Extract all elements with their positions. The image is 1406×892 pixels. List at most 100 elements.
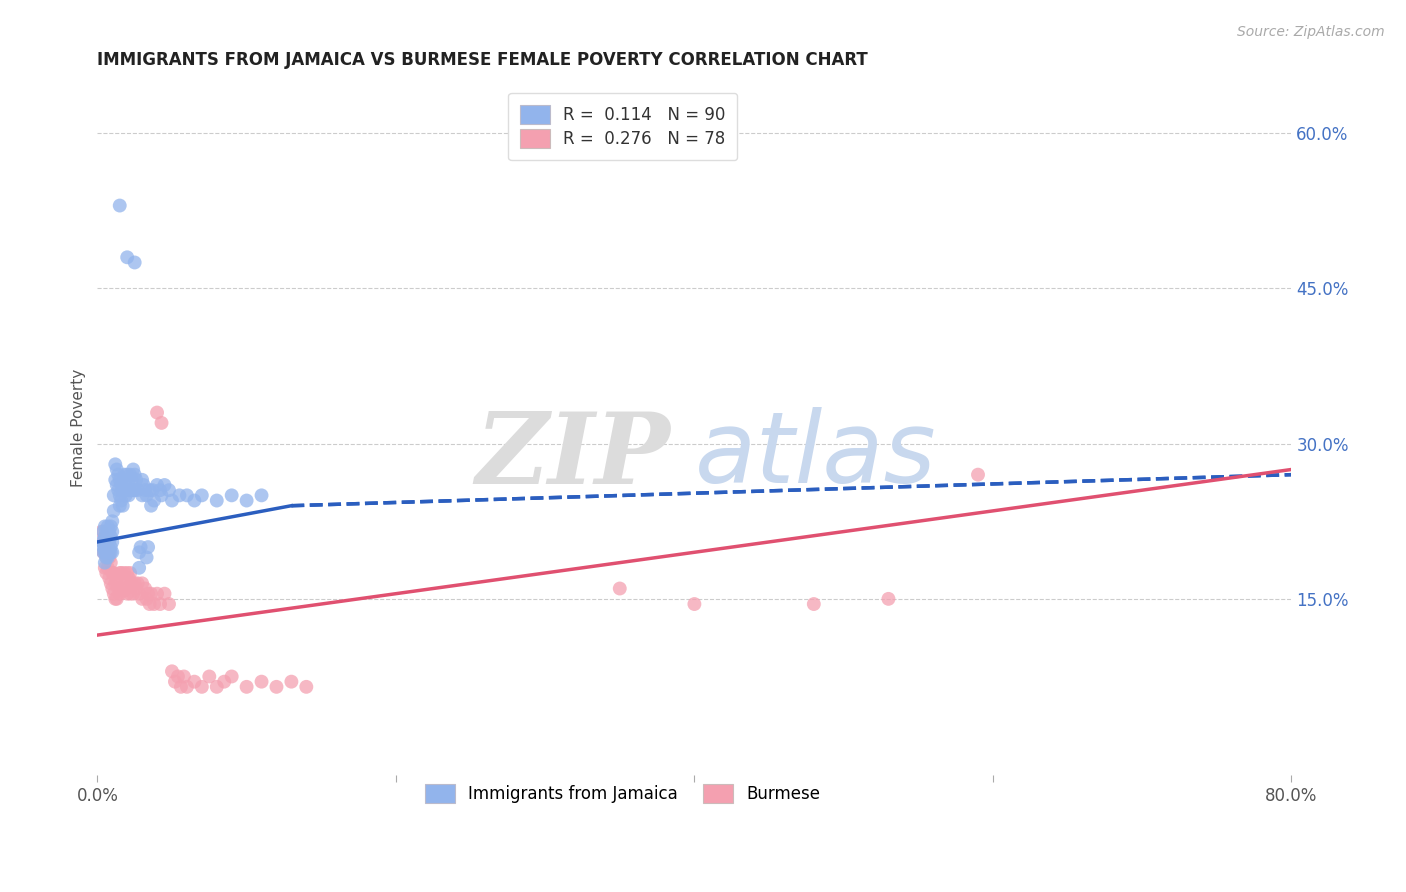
Legend: Immigrants from Jamaica, Burmese: Immigrants from Jamaica, Burmese bbox=[413, 772, 832, 815]
Point bbox=[967, 467, 990, 482]
Point bbox=[114, 576, 136, 591]
Point bbox=[157, 597, 180, 611]
Point bbox=[139, 587, 162, 601]
Point bbox=[91, 535, 114, 549]
Point bbox=[139, 499, 162, 513]
Point bbox=[91, 524, 114, 539]
Point bbox=[107, 467, 129, 482]
Point bbox=[235, 493, 257, 508]
Point bbox=[118, 571, 141, 585]
Point bbox=[103, 587, 125, 601]
Point bbox=[135, 488, 157, 502]
Point bbox=[105, 478, 128, 492]
Point bbox=[101, 524, 124, 539]
Point bbox=[191, 680, 214, 694]
Point bbox=[118, 488, 141, 502]
Point bbox=[250, 674, 273, 689]
Point bbox=[143, 597, 166, 611]
Point bbox=[96, 566, 118, 580]
Point bbox=[176, 488, 198, 502]
Point bbox=[115, 483, 138, 498]
Point bbox=[146, 587, 169, 601]
Point bbox=[97, 545, 120, 559]
Point bbox=[94, 561, 117, 575]
Point bbox=[97, 540, 120, 554]
Point bbox=[104, 576, 127, 591]
Point bbox=[111, 499, 134, 513]
Point bbox=[120, 483, 142, 498]
Point bbox=[108, 198, 131, 212]
Point bbox=[121, 576, 143, 591]
Point bbox=[160, 493, 183, 508]
Point bbox=[112, 467, 135, 482]
Point bbox=[101, 545, 124, 559]
Point bbox=[90, 524, 112, 539]
Point bbox=[96, 535, 118, 549]
Point bbox=[131, 488, 153, 502]
Point bbox=[138, 483, 160, 498]
Point bbox=[129, 540, 152, 554]
Point bbox=[110, 493, 132, 508]
Point bbox=[100, 545, 122, 559]
Point bbox=[91, 545, 114, 559]
Point bbox=[683, 597, 706, 611]
Point bbox=[250, 488, 273, 502]
Point bbox=[125, 582, 148, 596]
Point bbox=[135, 550, 157, 565]
Point bbox=[120, 467, 142, 482]
Point bbox=[110, 582, 132, 596]
Text: Source: ZipAtlas.com: Source: ZipAtlas.com bbox=[1237, 25, 1385, 39]
Point bbox=[183, 493, 205, 508]
Point bbox=[127, 576, 149, 591]
Point bbox=[131, 591, 153, 606]
Point bbox=[128, 545, 150, 559]
Point bbox=[167, 669, 190, 683]
Point bbox=[120, 566, 142, 580]
Point bbox=[235, 680, 257, 694]
Point bbox=[160, 665, 183, 679]
Point bbox=[112, 566, 135, 580]
Point bbox=[877, 591, 900, 606]
Point bbox=[94, 519, 117, 533]
Point bbox=[104, 591, 127, 606]
Point bbox=[94, 545, 117, 559]
Point bbox=[132, 478, 155, 492]
Point bbox=[115, 587, 138, 601]
Point bbox=[114, 473, 136, 487]
Point bbox=[131, 576, 153, 591]
Point bbox=[91, 540, 114, 554]
Point bbox=[105, 462, 128, 476]
Point bbox=[103, 488, 125, 502]
Point bbox=[96, 550, 118, 565]
Point bbox=[108, 566, 131, 580]
Point bbox=[191, 488, 214, 502]
Point bbox=[128, 561, 150, 575]
Point bbox=[146, 478, 169, 492]
Point bbox=[118, 473, 141, 487]
Point bbox=[97, 550, 120, 565]
Point bbox=[103, 504, 125, 518]
Point bbox=[131, 473, 153, 487]
Point bbox=[105, 571, 128, 585]
Point bbox=[96, 545, 118, 559]
Point bbox=[266, 680, 288, 694]
Point bbox=[108, 587, 131, 601]
Point bbox=[94, 545, 117, 559]
Point bbox=[94, 530, 117, 544]
Point bbox=[212, 674, 235, 689]
Point bbox=[150, 416, 173, 430]
Point bbox=[114, 488, 136, 502]
Point bbox=[112, 483, 135, 498]
Point bbox=[97, 519, 120, 533]
Point bbox=[115, 250, 138, 264]
Y-axis label: Female Poverty: Female Poverty bbox=[72, 369, 86, 487]
Point bbox=[101, 582, 124, 596]
Point bbox=[98, 550, 121, 565]
Point bbox=[124, 255, 146, 269]
Point bbox=[134, 483, 156, 498]
Point bbox=[221, 669, 243, 683]
Point bbox=[120, 587, 142, 601]
Point bbox=[138, 597, 160, 611]
Point bbox=[205, 680, 228, 694]
Point bbox=[91, 545, 114, 559]
